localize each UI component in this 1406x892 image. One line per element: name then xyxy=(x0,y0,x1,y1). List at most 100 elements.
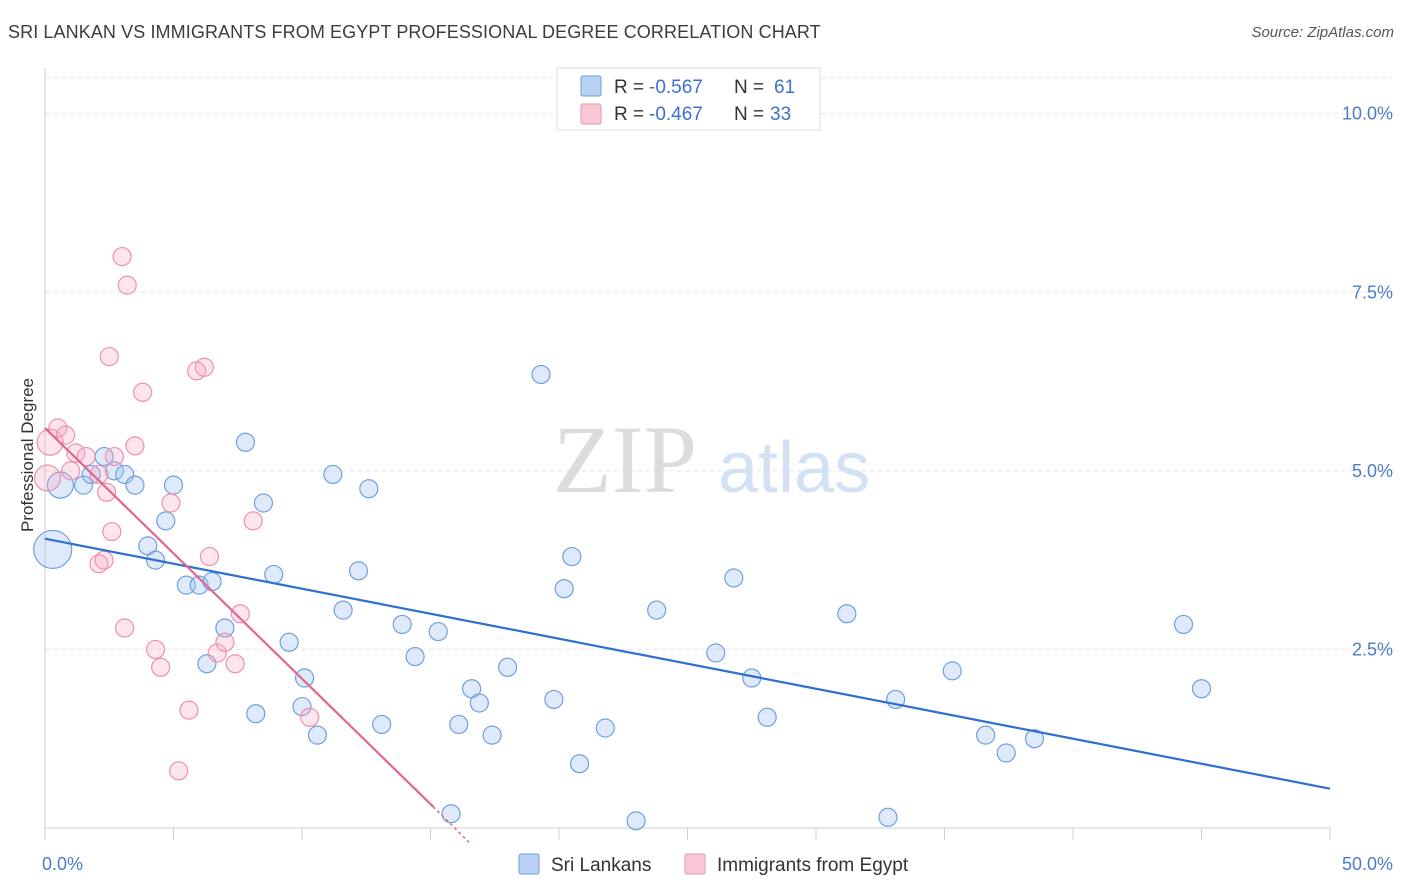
stats-swatch-sri xyxy=(580,75,602,97)
egypt-point-19 xyxy=(179,700,199,720)
sri-lankan-point-29 xyxy=(372,714,392,735)
egypt-point-23 xyxy=(207,643,227,663)
trend-lines xyxy=(44,427,1331,843)
sri-lankan-point-19 xyxy=(253,493,274,513)
grid-lines xyxy=(45,77,1392,650)
egypt-point-15 xyxy=(145,639,166,660)
sri-lankan-point-44 xyxy=(595,718,615,738)
sri-lankan-point-5 xyxy=(104,461,124,481)
legend-swatch-sri-lankans xyxy=(518,853,540,875)
sri-lankan-point-58 xyxy=(1173,614,1194,635)
sri-lankan-point-56 xyxy=(996,743,1016,763)
sri-lankan-point-54 xyxy=(942,661,962,681)
egypt-point-2 xyxy=(48,418,68,438)
axes xyxy=(44,68,1331,840)
sri-lankan-point-25 xyxy=(323,464,343,485)
sri-lankan-point-39 xyxy=(531,364,551,385)
sri-lankan-trend-line xyxy=(44,537,1331,790)
sri-lankan-point-57 xyxy=(1024,729,1045,749)
egypt-point-14 xyxy=(133,382,153,402)
sri-lankan-point-10 xyxy=(156,511,176,531)
sri-lankan-point-30 xyxy=(392,614,412,635)
sri-lankan-point-38 xyxy=(498,657,518,677)
sri-lankan-point-2 xyxy=(73,475,94,495)
egypt-trend-line xyxy=(44,427,434,808)
egypt-point-12 xyxy=(99,346,119,367)
watermark-zip: ZIP xyxy=(553,406,697,513)
data-points xyxy=(33,246,1212,831)
y-tick-label-0: 2.5% xyxy=(1352,639,1393,659)
sri-lankan-point-42 xyxy=(562,546,582,567)
sri-lankan-point-26 xyxy=(333,600,353,620)
stats-box: R = -0.567 N = 61 R = -0.467 N = 33 xyxy=(556,67,821,131)
sri-lankan-point-18 xyxy=(246,704,266,724)
legend-label-egypt: Immigrants from Egypt xyxy=(717,855,909,876)
egypt-point-16 xyxy=(151,657,171,677)
egypt-point-26 xyxy=(230,604,250,624)
x-tick-label-0: 0.0% xyxy=(42,854,83,874)
source-label: Source: ZipAtlas.com xyxy=(1251,24,1394,41)
y-tick-label-1: 5.0% xyxy=(1352,461,1393,481)
sri-lankan-point-51 xyxy=(837,604,857,624)
sri-lankan-point-33 xyxy=(441,804,461,824)
stats-r-value-egypt: -0.467 xyxy=(649,104,703,125)
egypt-point-29 xyxy=(89,554,109,574)
legend: Sri Lankans Immigrants from Egypt xyxy=(518,853,909,876)
y-tick-label-3: 10.0% xyxy=(1342,104,1393,124)
sri-lankan-point-59 xyxy=(1191,679,1212,699)
egypt-point-24 xyxy=(215,632,235,652)
sri-lankan-point-0 xyxy=(33,529,73,570)
egypt-point-5 xyxy=(66,443,86,463)
stats-n-value-egypt: 33 xyxy=(770,104,791,125)
egypt-point-17 xyxy=(161,493,181,513)
legend-swatch-egypt xyxy=(684,853,706,875)
egypt-point-8 xyxy=(97,482,117,502)
x-tick-label-1: 50.0% xyxy=(1342,854,1393,874)
egypt-point-4 xyxy=(61,461,81,481)
chart-title: SRI LANKAN VS IMMIGRANTS FROM EGYPT PROF… xyxy=(8,22,821,42)
sri-lankan-point-31 xyxy=(405,646,425,667)
egypt-point-13 xyxy=(125,436,145,456)
stats-r-value-sri: -0.567 xyxy=(649,77,703,98)
egypt-point-7 xyxy=(89,464,109,485)
sri-lankan-point-13 xyxy=(189,575,209,595)
sri-lankan-point-11 xyxy=(163,475,184,495)
sri-lankan-point-20 xyxy=(264,564,284,585)
egypt-point-10 xyxy=(112,246,132,267)
egypt-point-0 xyxy=(33,464,62,492)
watermark-atlas: atlas xyxy=(718,428,870,508)
egypt-point-6 xyxy=(76,446,96,467)
egypt-point-25 xyxy=(225,654,245,674)
sri-lankan-point-7 xyxy=(125,475,145,495)
sri-lankan-point-14 xyxy=(202,571,222,592)
egypt-point-27 xyxy=(243,511,263,531)
legend-label-sri-lankans: Sri Lankans xyxy=(551,855,651,876)
sri-lankan-point-52 xyxy=(878,807,898,827)
sri-lankan-point-46 xyxy=(647,600,667,620)
egypt-point-18 xyxy=(169,761,189,781)
sri-lankan-point-22 xyxy=(292,696,312,717)
sri-lankan-point-32 xyxy=(428,621,448,642)
sri-lankan-point-17 xyxy=(235,432,256,452)
egypt-point-3 xyxy=(55,425,76,445)
egypt-point-28 xyxy=(102,521,122,542)
sri-lankan-point-50 xyxy=(757,707,777,727)
egypt-point-30 xyxy=(94,550,114,570)
egypt-point-22 xyxy=(199,546,220,567)
egypt-point-9 xyxy=(104,446,124,467)
stats-n-label-sri: N = xyxy=(734,77,764,98)
sri-lankan-point-43 xyxy=(569,754,590,774)
sri-lankan-point-47 xyxy=(706,643,726,663)
sri-lankan-point-41 xyxy=(554,579,574,599)
sri-lankan-point-23 xyxy=(294,668,315,688)
egypt-trend-line-extension xyxy=(432,806,470,843)
tick-labels: 2.5% 5.0% 7.5% 10.0% 0.0% 50.0% xyxy=(42,104,1393,874)
sri-lankan-point-45 xyxy=(626,811,646,831)
egypt-point-32 xyxy=(300,707,320,727)
egypt-point-21 xyxy=(194,357,214,377)
sri-lankan-point-55 xyxy=(976,725,996,745)
sri-lankan-point-48 xyxy=(724,568,744,588)
stats-swatch-egypt xyxy=(580,103,602,125)
sri-lankan-point-37 xyxy=(482,725,502,745)
sri-lankan-point-24 xyxy=(307,725,328,745)
